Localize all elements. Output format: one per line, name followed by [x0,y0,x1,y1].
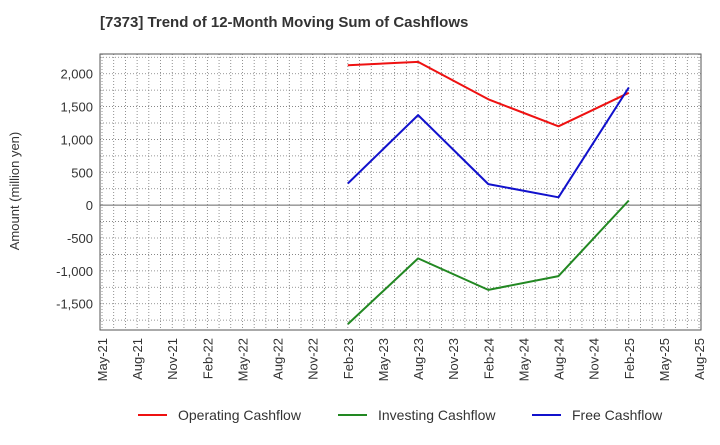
y-tick-label: -1,000 [56,264,93,279]
legend-label: Free Cashflow [572,407,663,423]
x-tick-label: Nov-21 [165,338,180,380]
series-layer [347,60,630,325]
x-tick-label: Feb-23 [341,338,356,379]
x-tick-label: May-22 [235,338,250,381]
series-line-operating-cashflow [347,60,630,128]
x-tick-label: May-23 [376,338,391,381]
y-tick-label: 1,500 [60,100,93,115]
legend-label: Operating Cashflow [178,407,302,423]
x-tick-label: Feb-24 [481,338,496,379]
x-tick-label: Nov-24 [587,338,602,380]
x-tick-label: May-21 [95,338,110,381]
x-tick-label: Feb-25 [622,338,637,379]
y-tick-label: 0 [86,198,93,213]
x-tick-label: Aug-23 [411,338,426,380]
plot-frame [99,53,702,331]
x-tick-label: Aug-21 [130,338,145,380]
y-tick-label: -1,500 [56,297,93,312]
x-tick-label: Nov-23 [446,338,461,380]
x-tick-label: May-25 [657,338,672,381]
x-tick-label: May-24 [516,338,531,381]
x-tick-label: Aug-25 [692,338,707,380]
legend-label: Investing Cashflow [378,407,496,423]
y-tick-labels: 2,000 1,500 1,000 500 0 -500 -1,000 -1,500 [56,67,93,312]
x-tick-label: Nov-22 [306,338,321,380]
y-axis-label: Amount (million yen) [7,132,22,251]
series-line-free-cashflow [347,86,630,199]
y-tick-label: 1,000 [60,132,93,147]
series-line-investing-cashflow [347,199,630,325]
y-tick-label: 2,000 [60,67,93,82]
y-tick-label: 500 [71,165,93,180]
grid-layer [100,54,701,330]
chart-title: [7373] Trend of 12-Month Moving Sum of C… [100,14,469,31]
legend: Operating Cashflow Investing Cashflow Free… [138,407,663,423]
x-tick-labels: May-21 Aug-21 Nov-21 Feb-22 May-22 Aug-22 Nov-… [95,338,707,381]
x-tick-label: Feb-22 [200,338,215,379]
x-tick-label: Aug-22 [271,338,286,380]
x-tick-label: Aug-24 [552,338,567,380]
y-tick-label: -500 [67,231,93,246]
plot-area [100,54,701,330]
